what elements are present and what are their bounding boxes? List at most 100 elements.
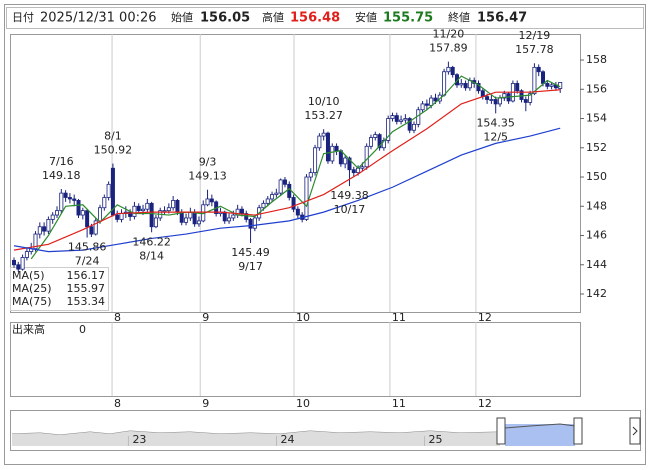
x-tick-label: 8 — [114, 397, 121, 410]
candle-body — [442, 71, 447, 96]
candle-body — [141, 208, 146, 212]
candle-body — [85, 210, 90, 228]
annotation-value: 154.35 — [476, 116, 515, 129]
y-tick-label: 146 — [586, 229, 607, 242]
navigator-handle[interactable] — [496, 417, 506, 445]
candle-body — [420, 103, 425, 111]
candle-body — [523, 99, 528, 103]
candle-body — [184, 217, 189, 223]
scroll-right-button[interactable] — [629, 417, 641, 445]
candle-body — [252, 217, 257, 229]
annotation-value: 153.27 — [304, 109, 343, 122]
candle-body — [16, 264, 21, 270]
navigator-handle[interactable] — [573, 417, 583, 445]
candle-body — [360, 166, 365, 169]
legend-label: MA(5) — [12, 269, 45, 282]
candle-body — [282, 179, 287, 185]
legend-value: 155.97 — [67, 282, 106, 295]
candle-body — [368, 137, 373, 147]
x-tick-label: 10 — [296, 311, 310, 324]
candle-body — [373, 134, 378, 138]
annotation-value: 149.13 — [188, 170, 227, 183]
candle-body — [171, 200, 176, 209]
annotation-date: 12/19 — [519, 29, 551, 42]
x-tick-label: 12 — [478, 311, 492, 324]
candle-body — [308, 172, 313, 178]
annotation-date: 9/17 — [238, 260, 263, 273]
candle-body — [93, 220, 98, 235]
candle-body — [407, 118, 412, 131]
candle-body — [493, 99, 498, 105]
candle-body — [334, 145, 339, 152]
volume-panel — [10, 322, 581, 397]
candle-body — [261, 202, 266, 209]
header-box — [6, 7, 644, 29]
legend-value: 156.17 — [67, 269, 106, 282]
annotation-date: 10/10 — [308, 95, 340, 108]
candle-body — [132, 205, 137, 217]
candle-body — [446, 66, 451, 73]
header-label: 安値 — [355, 10, 377, 24]
annotation-value: 157.89 — [429, 42, 468, 55]
candle-body — [403, 118, 408, 121]
candle-body — [270, 194, 275, 200]
candle-body — [386, 118, 391, 141]
annotation-value: 149.38 — [330, 189, 369, 202]
candle-body — [76, 200, 81, 216]
candle-body — [222, 211, 227, 222]
candle-body — [377, 134, 382, 149]
volume-label: 出来高 — [12, 322, 45, 336]
annotation-date: 8/1 — [104, 130, 122, 143]
annotation-value: 157.78 — [515, 43, 554, 56]
candle-body — [515, 83, 520, 92]
y-tick-label: 148 — [586, 199, 607, 212]
candle-body — [489, 99, 494, 101]
candle-body — [149, 202, 154, 228]
annotation-value: 149.18 — [42, 169, 81, 182]
candle-body — [541, 71, 546, 84]
ma-line — [13, 127, 561, 253]
candle-body — [450, 66, 455, 76]
annotation-value: 145.86 — [68, 241, 107, 254]
y-tick-label: 152 — [586, 141, 607, 154]
x-tick-label: 8 — [114, 311, 121, 324]
candle-body — [502, 93, 507, 99]
navigator-area — [12, 431, 500, 446]
navigator-overview — [504, 423, 576, 429]
candle-body — [528, 93, 533, 103]
candle-body — [179, 211, 184, 223]
candle-body — [72, 198, 77, 201]
navigator-selection[interactable] — [505, 424, 575, 446]
candle-body — [364, 145, 369, 168]
navigator-tick-label: 25 — [429, 433, 443, 446]
candle-body — [399, 119, 404, 122]
y-tick-label: 144 — [586, 258, 607, 271]
header-low: 155.75 — [383, 11, 433, 26]
x-tick-label: 9 — [202, 311, 209, 324]
annotation-date: 8/14 — [139, 249, 164, 262]
annotation-date: 11/20 — [433, 28, 465, 41]
candle-body — [295, 208, 300, 216]
candle-body — [98, 207, 103, 222]
candle-body — [558, 82, 563, 89]
candle-body — [209, 198, 214, 203]
candle-body — [119, 213, 124, 220]
candle-body — [325, 132, 330, 162]
annotation-value: 146.22 — [132, 235, 171, 248]
candle-body — [278, 179, 283, 194]
candle-body — [102, 197, 107, 209]
candle-body — [59, 192, 64, 212]
candle-body — [390, 115, 395, 119]
candle-body — [196, 220, 201, 225]
candle-body — [162, 210, 167, 213]
arrow-icon — [632, 426, 638, 436]
candle-body — [459, 83, 464, 86]
candle-body — [227, 217, 232, 222]
candle-body — [248, 219, 253, 229]
header-label: 終値 — [448, 10, 470, 24]
annotation-date: 7/16 — [49, 155, 74, 168]
candle-body — [145, 202, 150, 210]
candle-body — [33, 233, 38, 250]
price-panel — [10, 34, 581, 313]
